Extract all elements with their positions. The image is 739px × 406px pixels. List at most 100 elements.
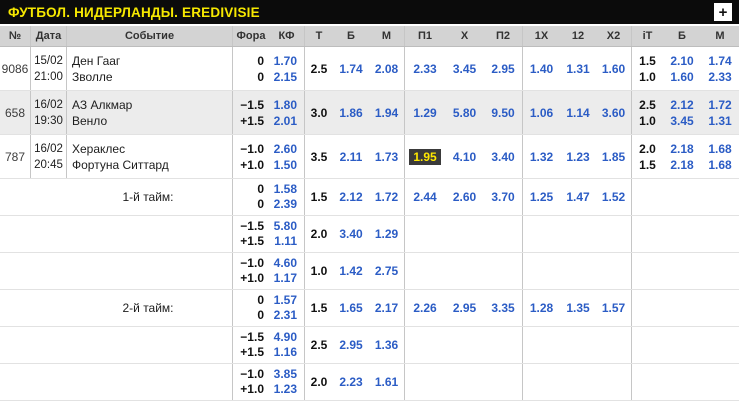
under-odds[interactable]: 1.29 [369, 216, 405, 252]
over-odds[interactable]: 1.65 [339, 301, 363, 315]
under-odds[interactable]: 2.17 [369, 290, 405, 326]
add-league-button[interactable]: + [714, 3, 732, 21]
it-under-odds[interactable]: 1.72 1.31 [701, 91, 739, 134]
over-odds[interactable]: 2.95 [339, 338, 363, 352]
draw-odds[interactable]: 3.45 [452, 61, 477, 76]
home-away-odds[interactable]: 1.31 [566, 61, 590, 76]
it-over-odds[interactable]: 2.12 3.45 [663, 91, 701, 134]
handicap-odds[interactable]: 2.60 1.50 [269, 135, 305, 178]
it-under-odds-value[interactable]: 1.68 [708, 157, 732, 172]
it-over-odds-value[interactable]: 3.45 [670, 113, 694, 128]
handicap-odds-value[interactable]: 2.60 [273, 141, 297, 156]
handicap-odds-value[interactable]: 4.60 [273, 256, 297, 270]
under-odds[interactable]: 1.73 [369, 135, 405, 178]
it-over-odds-value[interactable]: 2.12 [670, 97, 694, 112]
highlighted-odds[interactable]: 1.95 [409, 148, 441, 165]
handicap-odds-value[interactable]: 2.15 [273, 69, 297, 84]
home-draw-odds[interactable]: 1.28 [529, 301, 554, 315]
it-over-odds-value[interactable]: 1.60 [670, 69, 694, 84]
handicap-odds-value[interactable]: 2.31 [273, 308, 297, 322]
home-win-odds[interactable]: 1.29 [413, 105, 437, 120]
it-over-odds[interactable]: 2.10 1.60 [663, 47, 701, 90]
home-draw-odds[interactable]: 1.40 [529, 61, 554, 76]
handicap-odds[interactable]: 5.80 1.11 [269, 216, 305, 252]
under-odds[interactable]: 1.61 [369, 364, 405, 400]
under-odds[interactable]: 1.36 [369, 327, 405, 363]
under-odds[interactable]: 1.72 [369, 179, 405, 215]
home-draw-odds[interactable]: 1.06 [529, 105, 554, 120]
handicap-odds-value[interactable]: 2.01 [273, 113, 297, 128]
it-under-odds-value[interactable]: 1.72 [708, 97, 732, 112]
handicap-odds-value[interactable]: 1.11 [274, 234, 297, 248]
match-event[interactable]: АЗ Алкмар Венло [67, 91, 233, 134]
away-win-odds[interactable]: 3.70 [484, 179, 523, 215]
handicap-odds[interactable]: 4.90 1.16 [269, 327, 305, 363]
it-over-odds-value[interactable]: 2.18 [670, 141, 694, 156]
it-over-odds-value[interactable]: 2.10 [670, 53, 694, 68]
home-away-odds[interactable]: 1.14 [566, 105, 590, 120]
handicap-odds[interactable]: 1.70 2.15 [269, 47, 305, 90]
handicap-odds[interactable]: 3.85 1.23 [269, 364, 305, 400]
handicap-odds-value[interactable]: 1.23 [273, 382, 297, 396]
away-win-odds[interactable]: 3.40 [484, 135, 523, 178]
under-odds[interactable]: 2.08 [369, 47, 405, 90]
away-win-odds[interactable]: 9.50 [484, 91, 523, 134]
home-draw-odds[interactable]: 1.25 [529, 190, 554, 204]
handicap-odds-value[interactable]: 5.80 [273, 219, 297, 233]
handicap-odds-value[interactable]: 1.58 [273, 182, 297, 196]
over-odds[interactable]: 2.11 [339, 149, 363, 164]
handicap-odds-value[interactable]: 2.39 [273, 197, 297, 211]
handicap-odds[interactable]: 1.80 2.01 [269, 91, 305, 134]
handicap-odds-value[interactable]: 1.16 [273, 345, 297, 359]
over-odds[interactable]: 3.40 [339, 227, 363, 241]
home-away-odds[interactable]: 1.23 [566, 149, 590, 164]
period-row: −1.5 +1.5 4.90 1.16 2.5 2.95 1.36 [0, 327, 739, 364]
over-odds[interactable]: 2.23 [339, 375, 363, 389]
col-header-h1x: 1Х [534, 30, 549, 42]
under-odds[interactable]: 2.75 [369, 253, 405, 289]
draw-odds[interactable]: 4.10 [452, 149, 477, 164]
handicap-odds[interactable]: 4.60 1.17 [269, 253, 305, 289]
handicap-odds-value[interactable]: 1.17 [273, 271, 297, 285]
draw-odds[interactable]: 2.60 [452, 190, 477, 204]
it-under-odds-value[interactable]: 2.33 [708, 69, 732, 84]
handicap-odds-value[interactable]: 4.90 [273, 330, 297, 344]
home-win-odds[interactable]: 2.44 [413, 190, 437, 204]
home-draw-odds[interactable]: 1.32 [529, 149, 554, 164]
over-odds[interactable]: 1.42 [339, 264, 363, 278]
handicap-odds[interactable]: 1.58 2.39 [269, 179, 305, 215]
home-win-odds[interactable]: 2.26 [413, 301, 437, 315]
away-win-odds[interactable]: 2.95 [484, 47, 523, 90]
draw-odds[interactable]: 2.95 [452, 301, 477, 315]
handicap-odds-value[interactable]: 1.57 [273, 293, 297, 307]
home-away-odds[interactable]: 1.35 [566, 301, 590, 315]
draw-odds[interactable]: 5.80 [452, 105, 477, 120]
over-odds[interactable]: 2.12 [339, 190, 363, 204]
handicap-odds-value[interactable]: 1.80 [273, 97, 297, 112]
match-event[interactable]: Ден Гааг Зволле [67, 47, 233, 90]
draw-away-odds[interactable]: 1.57 [596, 290, 632, 326]
handicap-odds-value[interactable]: 1.50 [273, 157, 297, 172]
draw-away-odds[interactable]: 1.85 [596, 135, 632, 178]
it-under-odds[interactable]: 1.74 2.33 [701, 47, 739, 90]
it-under-odds-value[interactable]: 1.68 [708, 141, 732, 156]
handicap-odds[interactable]: 1.57 2.31 [269, 290, 305, 326]
it-under-odds-value[interactable]: 1.31 [708, 113, 732, 128]
draw-away-odds[interactable]: 3.60 [596, 91, 632, 134]
under-odds[interactable]: 1.94 [369, 91, 405, 134]
draw-away-odds[interactable]: 1.60 [596, 47, 632, 90]
home-win-odds[interactable]: 1.95 [405, 135, 445, 178]
over-odds[interactable]: 1.74 [339, 61, 363, 76]
handicap-odds-value[interactable]: 3.85 [273, 367, 297, 381]
home-away-odds[interactable]: 1.47 [566, 190, 590, 204]
away-win-odds[interactable]: 3.35 [484, 290, 523, 326]
over-odds[interactable]: 1.86 [339, 105, 363, 120]
it-under-odds-value[interactable]: 1.74 [708, 53, 732, 68]
it-over-odds[interactable]: 2.18 2.18 [663, 135, 701, 178]
draw-away-odds[interactable]: 1.52 [596, 179, 632, 215]
match-event[interactable]: Хераклес Фортуна Ситтард [67, 135, 233, 178]
handicap-odds-value[interactable]: 1.70 [273, 53, 297, 68]
it-over-odds-value[interactable]: 2.18 [670, 157, 694, 172]
it-under-odds[interactable]: 1.68 1.68 [701, 135, 739, 178]
home-win-odds[interactable]: 2.33 [413, 61, 437, 76]
